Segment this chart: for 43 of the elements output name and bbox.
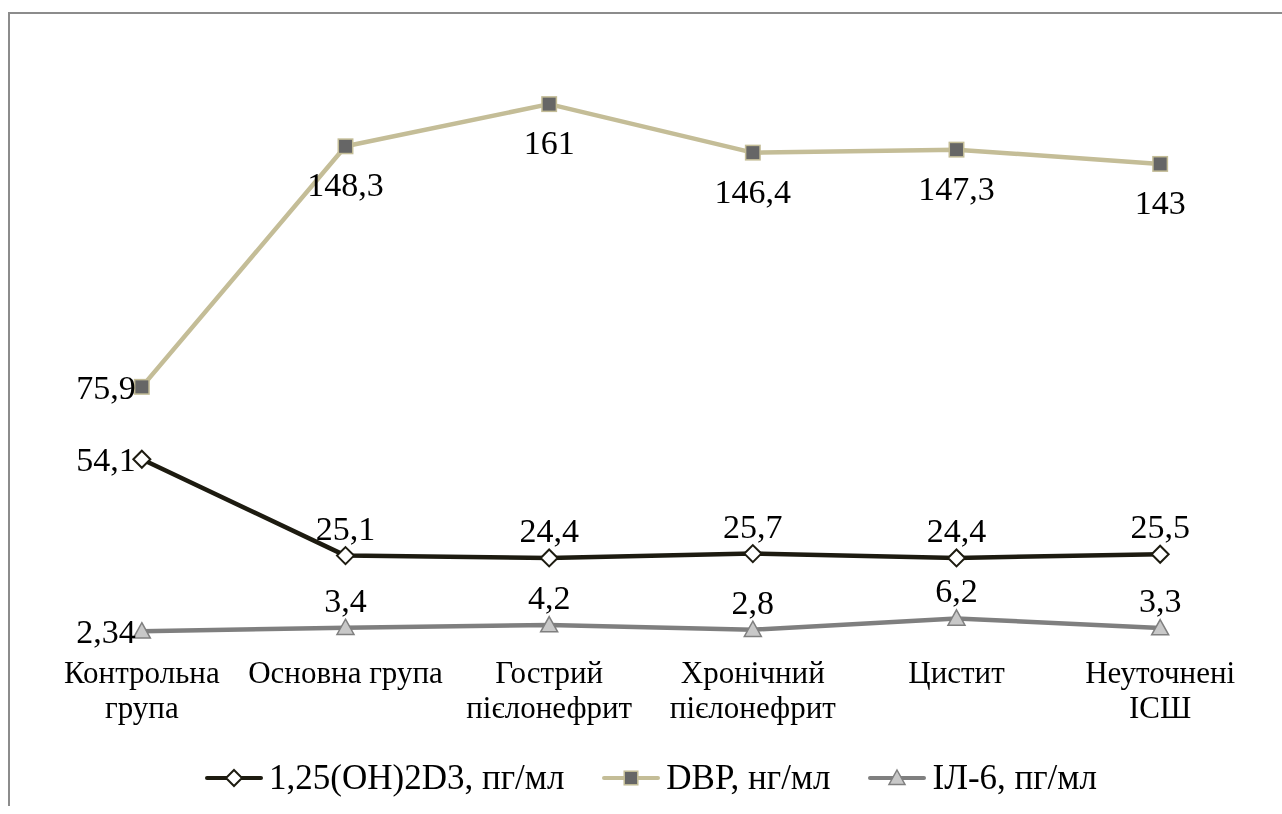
point	[1152, 155, 1169, 172]
point	[336, 546, 355, 566]
point	[539, 615, 559, 633]
data-label: 24,4	[926, 511, 987, 549]
data-label: 25,1	[315, 509, 376, 547]
data-label: 54,1	[76, 441, 136, 479]
point	[743, 620, 763, 638]
legend-label: 1,25(OH)2D3, пг/мл	[269, 758, 565, 798]
point	[337, 138, 354, 155]
data-label: 25,5	[1130, 508, 1190, 546]
data-label: 161	[523, 124, 575, 162]
data-label: 25,7	[723, 507, 783, 545]
legend-label: ІЛ-6, пг/мл	[932, 758, 1097, 798]
data-label: 3,3	[1138, 582, 1182, 620]
point	[1150, 544, 1170, 564]
data-label: 146,4	[714, 172, 792, 210]
point	[947, 609, 966, 626]
point	[744, 144, 761, 161]
legend-label: DBP, нг/мл	[666, 758, 831, 798]
point	[743, 544, 763, 564]
point	[541, 96, 558, 113]
point	[948, 141, 965, 158]
data-label: 148,3	[307, 166, 384, 204]
x-tick-label: Хронічний пієлонефрит	[669, 655, 837, 725]
x-tick-label: Неуточнені ІСШ	[1085, 655, 1236, 725]
data-label: 4,2	[527, 579, 571, 617]
data-label: 24,4	[519, 511, 579, 549]
point	[539, 548, 559, 568]
point	[947, 548, 966, 568]
x-tick-label: Основна група	[248, 655, 444, 690]
data-label: 2,34	[76, 613, 136, 651]
data-label: 6,2	[935, 572, 978, 610]
data-label: 143	[1134, 183, 1186, 221]
point	[336, 618, 355, 636]
data-label: 3,4	[324, 581, 367, 619]
point	[1150, 618, 1170, 636]
data-label: 75,9	[76, 368, 136, 406]
data-label: 2,8	[731, 583, 775, 621]
x-tick-label: Контрольна група	[63, 655, 220, 725]
x-tick-label: Цистит	[908, 655, 1006, 690]
x-tick-label: Гострий пієлонефрит	[466, 655, 633, 725]
data-label: 147,3	[918, 169, 995, 207]
point	[132, 449, 152, 469]
